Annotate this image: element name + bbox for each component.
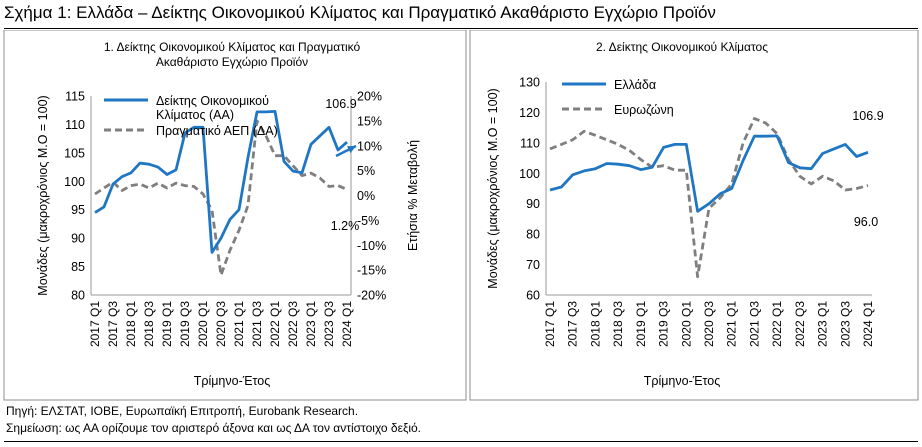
y-tick-label: 85 [71, 260, 85, 274]
x-tick-label: 2021 Q3 [250, 301, 264, 347]
x-tick-label: 2022 Q1 [268, 301, 282, 347]
x-tick-label: 2018 Q1 [588, 301, 602, 347]
series-line-0 [94, 110, 348, 254]
y-tick-label: 130 [519, 76, 540, 90]
x-tick-label: 2024 Q1 [340, 301, 354, 347]
x-tick-label: 2018 Q3 [611, 301, 625, 347]
x-tick-label: 2020 Q3 [702, 301, 716, 347]
chart-title-line: Ακαθάριστο Εγχώριο Προϊόν [156, 55, 308, 69]
x-tick-label: 2023 Q3 [838, 301, 852, 347]
data-label: 106.9 [852, 109, 883, 123]
x-tick-label: 2021 Q3 [747, 301, 761, 347]
y-tick-label: 80 [526, 228, 540, 242]
y-tick-label: 105 [64, 146, 85, 160]
x-tick-label: 2018 Q3 [142, 301, 156, 347]
y-tick-label: 100 [519, 167, 540, 181]
y-axis-right-title: Ετήσια % Μεταβολή [406, 140, 420, 251]
y-tick-label: 120 [519, 106, 540, 120]
x-tick-label: 2017 Q1 [88, 301, 102, 347]
x-tick-label: 2021 Q1 [725, 301, 739, 347]
x-tick-label: 2019 Q3 [657, 301, 671, 347]
legend-label: Δείκτης Οικονομικού [156, 94, 269, 108]
x-tick-label: 2019 Q1 [160, 301, 174, 347]
y-tick-right-label: 10% [357, 139, 382, 153]
x-axis-title: Τρίμηνο-Έτος [644, 374, 721, 388]
y-tick-right-label: -10% [357, 239, 386, 253]
x-tick-label: 2017 Q3 [566, 301, 580, 347]
legend-label: Κλίματος (ΑΑ) [156, 108, 234, 122]
y-axis-title: Μονάδες (μακροχρόνιος Μ.Ο = 100) [36, 95, 50, 295]
y-axis-title: Μονάδες (μακροχρόνιος Μ.Ο = 100) [486, 88, 500, 288]
series-line-1 [549, 117, 869, 279]
title-rule [4, 28, 918, 29]
x-tick-label: 2022 Q1 [770, 301, 784, 347]
y-tick-label: 80 [71, 289, 85, 303]
x-tick-label: 2021 Q1 [232, 301, 246, 347]
chart-2: 2. Δείκτης Οικονομικού Κλίματος 60 70 80 90 1… [486, 40, 884, 388]
figure-title: Σχήμα 1: Ελλάδα – Δείκτης Οικονομικού Κλ… [4, 3, 716, 22]
data-label: 1.2% [331, 219, 360, 233]
series-line-0 [549, 134, 869, 213]
y-tick-label: 100 [64, 175, 85, 189]
chart-title-line: 1. Δείκτης Οικονομικού Κλίματος και Πραγ… [104, 40, 361, 54]
y-tick-label: 60 [526, 289, 540, 303]
figure-panels: 1. Δείκτης Οικονομικού Κλίματος και Πραγ… [3, 30, 919, 401]
y-tick-right-label: -15% [357, 264, 386, 278]
y-tick-right-label: 0% [357, 189, 375, 203]
chart-1: 1. Δείκτης Οικονομικού Κλίματος και Πραγ… [36, 40, 420, 388]
data-label: 96.0 [854, 215, 878, 229]
series-line-1 [94, 119, 348, 277]
y-tick-label: 95 [71, 203, 85, 217]
x-tick-label: 2017 Q1 [543, 301, 557, 347]
y-tick-right-label: -20% [357, 289, 386, 303]
bottom-rule [4, 441, 918, 442]
y-tick-right-label: 5% [357, 164, 375, 178]
note-text: Σημείωση: ως ΑΑ ορίζουμε τον αριστερό άξ… [6, 421, 422, 435]
x-tick-label: 2019 Q3 [178, 301, 192, 347]
x-tick-label: 2023 Q1 [816, 301, 830, 347]
x-tick-label: 2018 Q1 [124, 301, 138, 347]
y-tick-right-label: 15% [357, 114, 382, 128]
y-tick-label: 70 [526, 258, 540, 272]
x-tick-label: 2022 Q3 [286, 301, 300, 347]
y-tick-label: 115 [65, 90, 85, 104]
x-tick-label: 2020 Q3 [214, 301, 228, 347]
x-tick-label: 2020 Q1 [679, 301, 693, 347]
legend-label: Ελλάδα [614, 78, 656, 92]
x-tick-label: 2024 Q1 [861, 301, 875, 347]
data-label: 106.9 [325, 97, 356, 111]
legend-label: Ευρωζώνη [614, 103, 674, 117]
x-axis-title: Τρίμηνο-Έτος [194, 374, 271, 388]
y-tick-right-label: 20% [357, 90, 382, 104]
legend-label: Πραγματικό ΑΕΠ (ΔΑ) [156, 124, 278, 138]
x-tick-label: 2020 Q1 [196, 301, 210, 347]
chart-title-line: 2. Δείκτης Οικονομικού Κλίματος [596, 40, 768, 54]
y-tick-label: 110 [65, 118, 85, 132]
source-text: Πηγή: ΕΛΣΤΑΤ, ΙΟΒΕ, Ευρωπαϊκή Επιτροπή, … [6, 404, 359, 418]
x-tick-label: 2017 Q3 [106, 301, 120, 347]
x-tick-label: 2022 Q3 [793, 301, 807, 347]
x-tick-label: 2019 Q1 [634, 301, 648, 347]
y-tick-label: 110 [520, 136, 540, 150]
x-tick-label: 2023 Q3 [322, 301, 336, 347]
y-tick-right-label: -5% [357, 214, 379, 228]
y-tick-label: 90 [71, 232, 85, 246]
annotation-arrow-head [347, 146, 356, 154]
panel-2-frame [469, 30, 919, 401]
x-tick-label: 2023 Q1 [304, 301, 318, 347]
y-tick-label: 90 [526, 197, 540, 211]
